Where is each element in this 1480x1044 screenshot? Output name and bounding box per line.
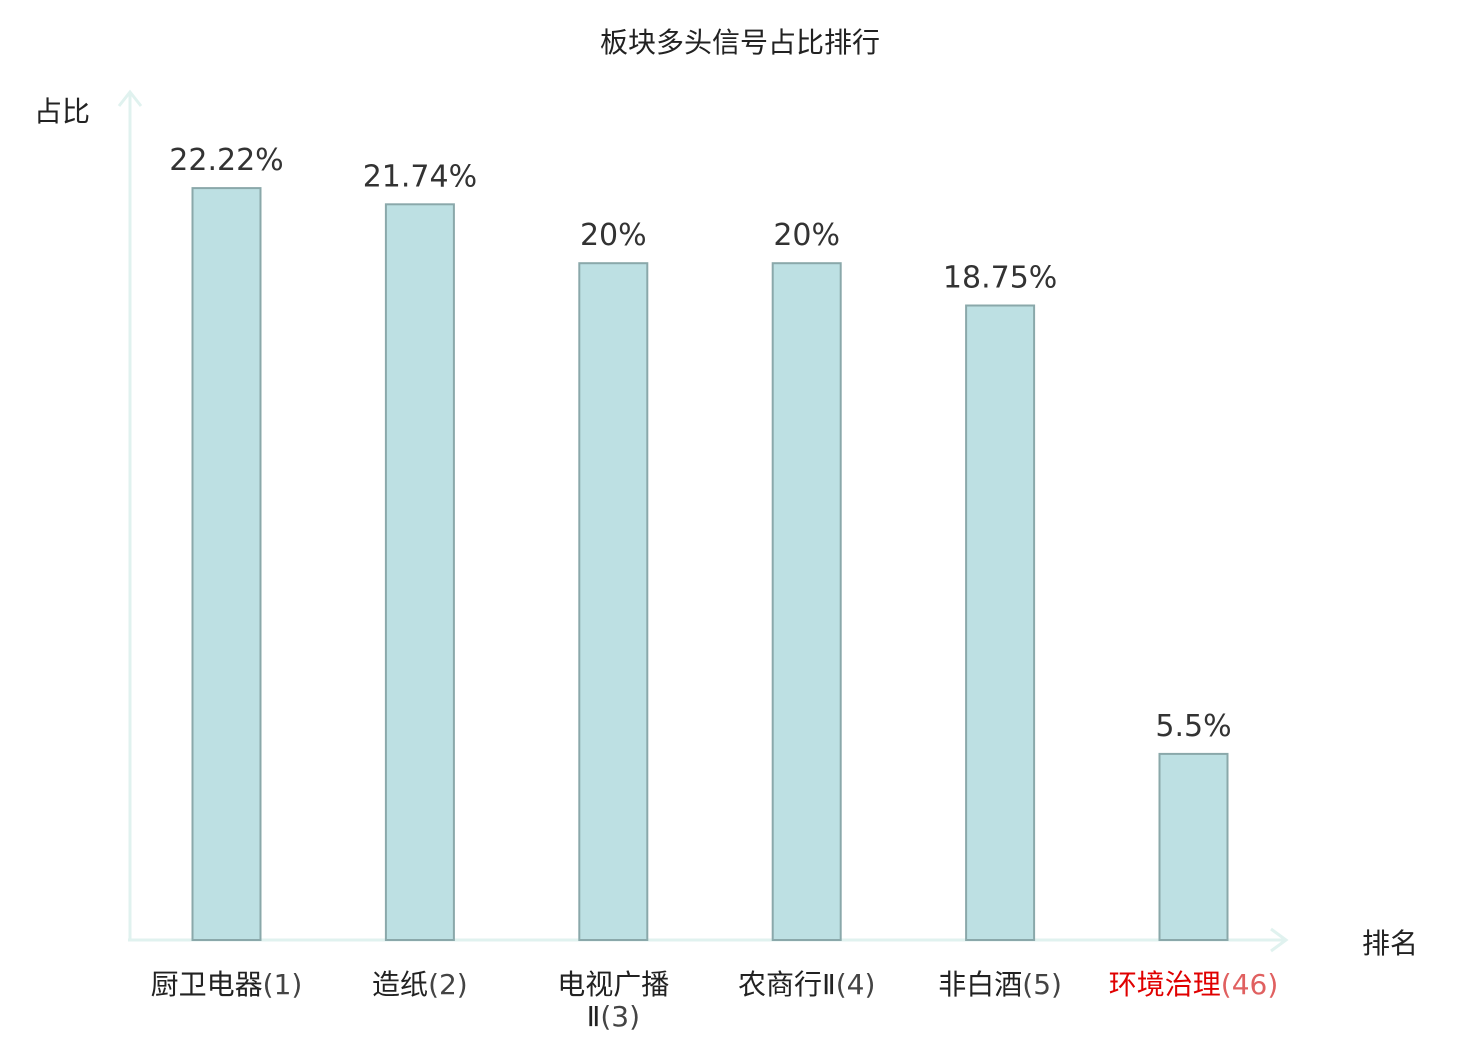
bar-3 <box>578 262 649 941</box>
value-label-2: 21.74% <box>363 159 477 194</box>
y-axis-arrow <box>117 89 143 107</box>
category-label-3-line-2: Ⅱ(3) <box>587 1000 640 1033</box>
category-label-2: 造纸(2) <box>372 968 468 1001</box>
x-axis-arrow <box>1270 927 1289 953</box>
y-axis-label: 占比 <box>34 95 90 128</box>
bar-4 <box>771 262 842 941</box>
value-label-3: 20% <box>580 218 647 253</box>
bar-5 <box>965 304 1036 941</box>
value-label-1: 22.22% <box>169 143 283 178</box>
bars-group <box>191 187 1229 942</box>
bar-2 <box>384 203 455 942</box>
value-labels-group: 22.22% 21.74% 20% 20% 18.75% 5.5% <box>169 143 1231 744</box>
category-label-5: 非白酒(5) <box>938 968 1062 1001</box>
value-label-6: 5.5% <box>1155 709 1231 744</box>
category-label-1: 厨卫电器(1) <box>151 968 303 1001</box>
category-label-3-line-1: 电视广播 <box>557 968 669 1001</box>
category-label-6: 环境治理(46) <box>1109 968 1279 1001</box>
value-label-4: 20% <box>773 218 840 253</box>
x-axis-label: 排名 <box>1362 927 1418 960</box>
bar-1 <box>191 187 262 942</box>
axes <box>117 89 1289 953</box>
chart-title: 板块多头信号占比排行 <box>600 26 880 59</box>
bar-6 <box>1158 752 1229 942</box>
value-label-5: 18.75% <box>943 261 1057 296</box>
category-label-4: 农商行Ⅱ(4) <box>738 968 875 1001</box>
